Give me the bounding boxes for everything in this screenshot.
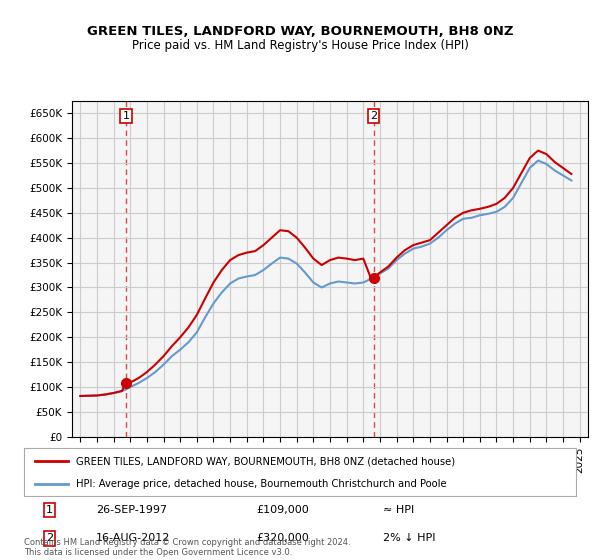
Text: 1: 1 xyxy=(46,505,53,515)
Text: 2: 2 xyxy=(370,111,377,121)
Text: 2: 2 xyxy=(46,533,53,543)
Text: £320,000: £320,000 xyxy=(256,533,308,543)
Text: ≈ HPI: ≈ HPI xyxy=(383,505,414,515)
Text: HPI: Average price, detached house, Bournemouth Christchurch and Poole: HPI: Average price, detached house, Bour… xyxy=(76,479,447,489)
Text: 1: 1 xyxy=(122,111,130,121)
Text: 26-SEP-1997: 26-SEP-1997 xyxy=(96,505,167,515)
Text: 16-AUG-2012: 16-AUG-2012 xyxy=(96,533,170,543)
Text: GREEN TILES, LANDFORD WAY, BOURNEMOUTH, BH8 0NZ: GREEN TILES, LANDFORD WAY, BOURNEMOUTH, … xyxy=(87,25,513,38)
Text: Price paid vs. HM Land Registry's House Price Index (HPI): Price paid vs. HM Land Registry's House … xyxy=(131,39,469,52)
Text: 2% ↓ HPI: 2% ↓ HPI xyxy=(383,533,436,543)
Text: Contains HM Land Registry data © Crown copyright and database right 2024.
This d: Contains HM Land Registry data © Crown c… xyxy=(24,538,350,557)
Text: £109,000: £109,000 xyxy=(256,505,308,515)
Text: GREEN TILES, LANDFORD WAY, BOURNEMOUTH, BH8 0NZ (detached house): GREEN TILES, LANDFORD WAY, BOURNEMOUTH, … xyxy=(76,456,455,466)
